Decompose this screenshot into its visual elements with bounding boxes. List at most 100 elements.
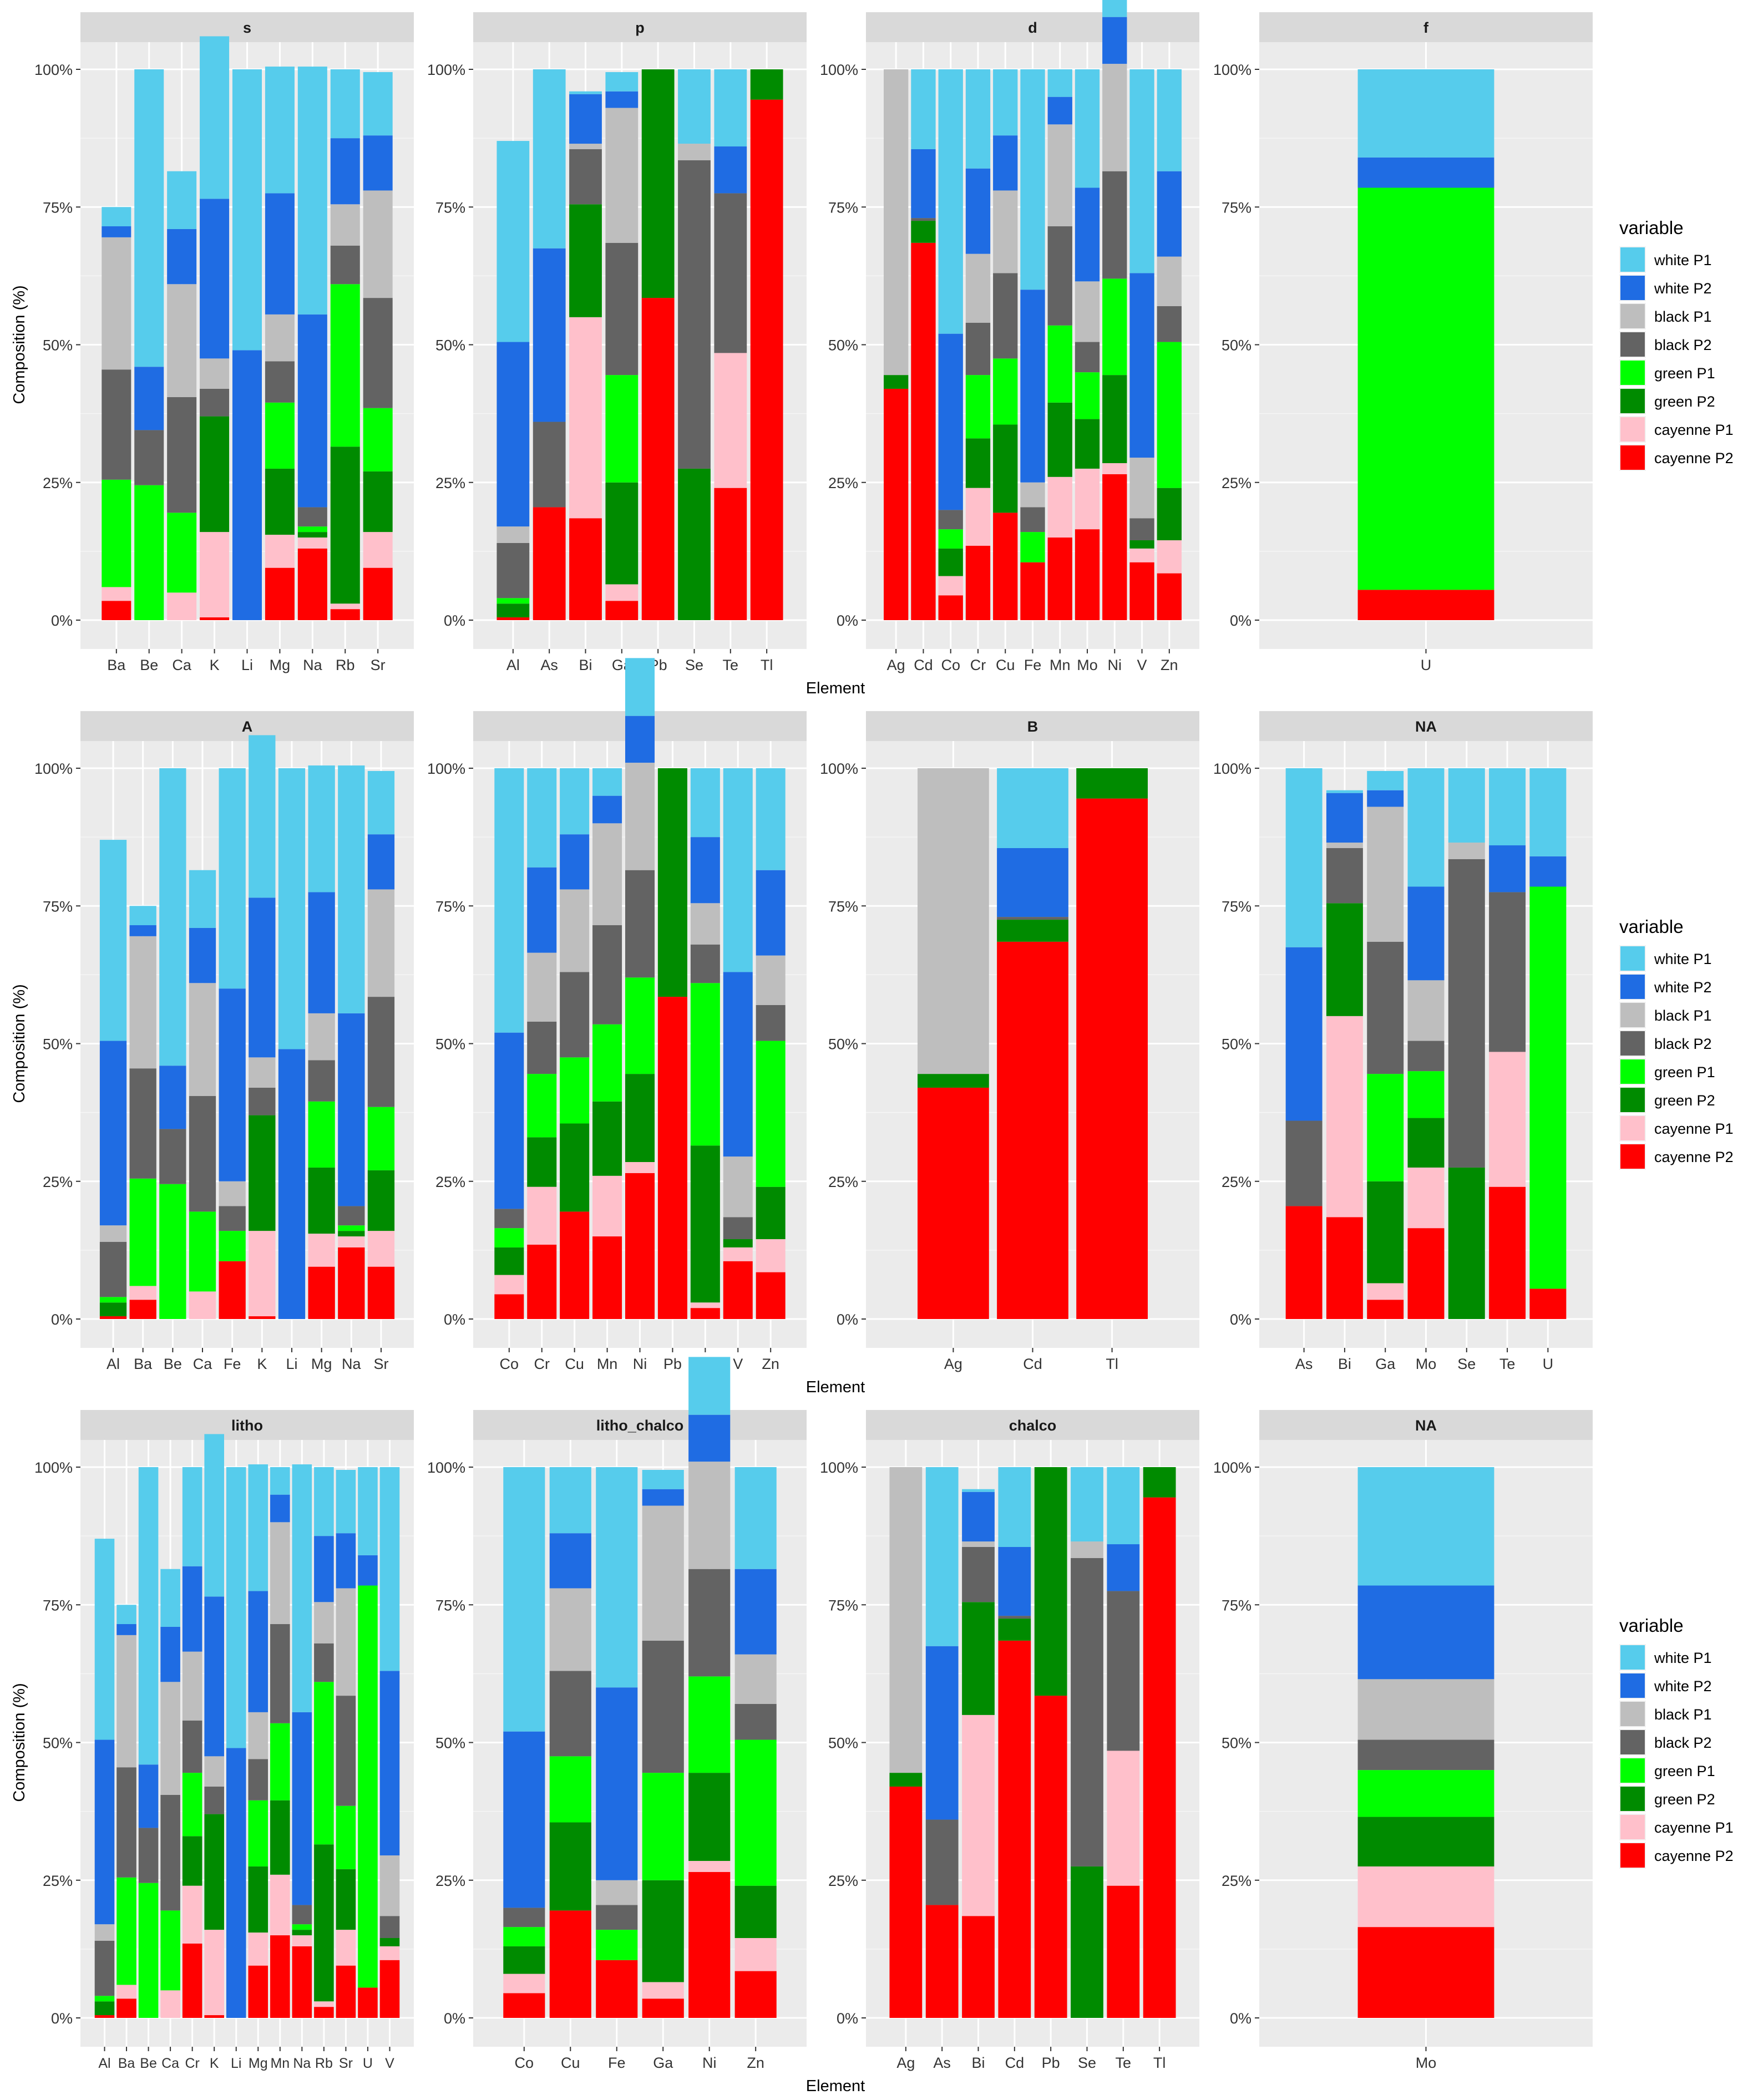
y-tick-label: 0% — [444, 1311, 465, 1328]
bar-segment-li-white-p1 — [232, 69, 262, 351]
bar-segment-cr-cayenne-p1 — [965, 488, 991, 546]
bar-segment-mg-green-p2 — [265, 468, 295, 535]
bar-segment-rb-black-p2 — [690, 944, 720, 983]
bar-segment-ni-cayenne-p1 — [688, 1860, 731, 1872]
legend-label-green-p2: green P2 — [1654, 1092, 1715, 1109]
bar-segment-ga-cayenne-p2 — [642, 1998, 684, 2018]
bar-segment-k-cayenne-p1 — [200, 532, 230, 618]
x-tick-label: Cr — [970, 657, 986, 673]
bar-segment-u-white-p1 — [1357, 69, 1494, 158]
bar-segment-ga-white-p2 — [642, 1489, 684, 1506]
y-tick-label: 25% — [43, 1174, 73, 1190]
legend-title: variable — [1619, 916, 1684, 937]
x-tick-label: V — [733, 1356, 743, 1372]
bar-segment-cr-green-p2 — [965, 438, 991, 488]
bar-segment-co-green-p2 — [938, 548, 963, 576]
x-tick-label: Te — [723, 657, 739, 673]
bar-segment-u-cayenne-p2 — [1529, 1289, 1567, 1319]
bar-segment-rb-cayenne-p2 — [690, 1308, 720, 1319]
bar-a-ba — [129, 906, 156, 1319]
bar-segment-mo-cayenne-p2 — [1407, 1228, 1445, 1319]
bar-b-ag — [918, 768, 989, 1319]
bar-litho-li — [226, 1467, 246, 2018]
y-tick-label: 75% — [43, 199, 73, 216]
x-tick-label: Be — [164, 1356, 182, 1372]
x-tick-label: Tl — [761, 657, 773, 673]
bar-s-sr — [363, 72, 393, 620]
bar-litho-v — [379, 1467, 400, 2018]
bar-p-bi — [569, 91, 602, 620]
x-tick-label: Cu — [996, 657, 1015, 673]
bar-segment-cr-black-p1 — [182, 1651, 202, 1721]
bar-chalco-cd — [998, 1467, 1031, 2018]
bar-segment-mo-white-p2 — [1357, 1585, 1494, 1680]
bar-segment-bi-cayenne-p2 — [962, 1916, 995, 2018]
bar-segment-bi-cayenne-p2 — [569, 518, 602, 620]
bar-segment-cu-white-p1 — [549, 1467, 591, 1534]
bar-segment-v-cayenne-p2 — [1129, 562, 1154, 620]
legend-label-cayenne-p2: cayenne P2 — [1654, 1149, 1734, 1165]
bar-segment-ni-cayenne-p2 — [1102, 474, 1127, 620]
bar-segment-zn-green-p1 — [1157, 342, 1182, 488]
bar-segment-fe-black-p1 — [596, 1880, 638, 1905]
legend-0: variable white P1 white P2 black P1 black P2… — [1619, 217, 1734, 471]
y-tick-label: 50% — [828, 337, 858, 354]
bar-segment-fe-white-p1 — [596, 1467, 638, 1688]
bar-segment-al-green-p1 — [496, 598, 530, 604]
bar-segment-mo-cayenne-p1 — [1357, 1866, 1494, 1927]
bar-litho-cr — [182, 1467, 202, 2018]
bar-segment-sr-cayenne-p1 — [367, 1231, 395, 1267]
bar-segment-mg-black-p2 — [265, 361, 295, 403]
bar-segment-u-white-p1 — [358, 1467, 378, 1555]
x-tick-label: Ni — [702, 2055, 717, 2071]
bar-segment-fe-white-p2 — [596, 1687, 638, 1880]
bar-segment-ba-cayenne-p1 — [116, 1985, 136, 1999]
bar-segment-cr-black-p1 — [527, 952, 557, 1022]
y-tick-label: 0% — [444, 612, 465, 629]
bar-segment-cu-green-p2 — [993, 424, 1018, 513]
bar-segment-v-white-p2 — [1129, 273, 1154, 458]
bar-segment-rb-black-p1 — [330, 204, 360, 246]
legend-label-cayenne-p1: cayenne P1 — [1654, 1819, 1734, 1836]
bar-segment-ba-black-p1 — [116, 1635, 136, 1768]
bar-segment-co-green-p1 — [503, 1927, 545, 1946]
bar-segment-co-white-p1 — [494, 768, 524, 1033]
x-tick-label: V — [1137, 657, 1147, 673]
x-tick-label: Na — [303, 657, 322, 673]
bar-segment-mg-white-p2 — [248, 1591, 268, 1712]
bar-segment-na-white-p1 — [297, 67, 327, 315]
bar-segment-se-green-p2 — [1071, 1866, 1103, 2018]
legend-label-cayenne-p1: cayenne P1 — [1654, 1120, 1734, 1137]
bar-segment-na-green-p2 — [297, 532, 327, 538]
facet-8-litho-title: litho — [231, 1417, 263, 1434]
bar-segment-fe-white-p2 — [1020, 290, 1045, 483]
y-tick-label: 0% — [51, 2010, 73, 2027]
bar-segment-zn-cayenne-p1 — [1157, 540, 1182, 574]
bar-segment-bi-white-p2 — [1326, 793, 1363, 843]
bar-segment-te-black-p2 — [714, 193, 747, 353]
x-tick-label: Ga — [653, 2055, 673, 2071]
bar-segment-u-white-p2 — [1529, 856, 1567, 887]
bar-segment-cr-black-p2 — [527, 1021, 557, 1074]
bar-segment-as-black-p2 — [533, 422, 566, 508]
bar-segment-cd-white-p1 — [998, 1467, 1031, 1547]
bar-segment-zn-black-p2 — [756, 1005, 786, 1041]
bar-segment-rb-white-p2 — [690, 837, 720, 904]
bar-na-as — [1285, 768, 1323, 1319]
bar-d-co — [938, 69, 963, 620]
bar-segment-sr-black-p1 — [363, 190, 393, 298]
bar-p-tl — [750, 69, 783, 621]
x-tick-label: Zn — [762, 1356, 779, 1372]
x-tick-label: Rb — [315, 2056, 333, 2071]
bar-segment-co-green-p1 — [494, 1228, 524, 1247]
bar-segment-rb-green-p1 — [314, 1682, 334, 1845]
x-tick-label: Cd — [1005, 2055, 1025, 2071]
x-tick-label: Ni — [1108, 657, 1122, 673]
bar-segment-ca-black-p1 — [160, 1682, 180, 1795]
bar-segment-fe-black-p1 — [219, 1181, 246, 1206]
bar-segment-bi-black-p2 — [962, 1546, 995, 1602]
bar-segment-tl-cayenne-p2 — [750, 99, 783, 621]
bar-segment-pb-cayenne-p2 — [1034, 1696, 1067, 2018]
legend-swatch-green-p2 — [1620, 389, 1645, 413]
y-tick-label: 25% — [828, 1174, 858, 1190]
